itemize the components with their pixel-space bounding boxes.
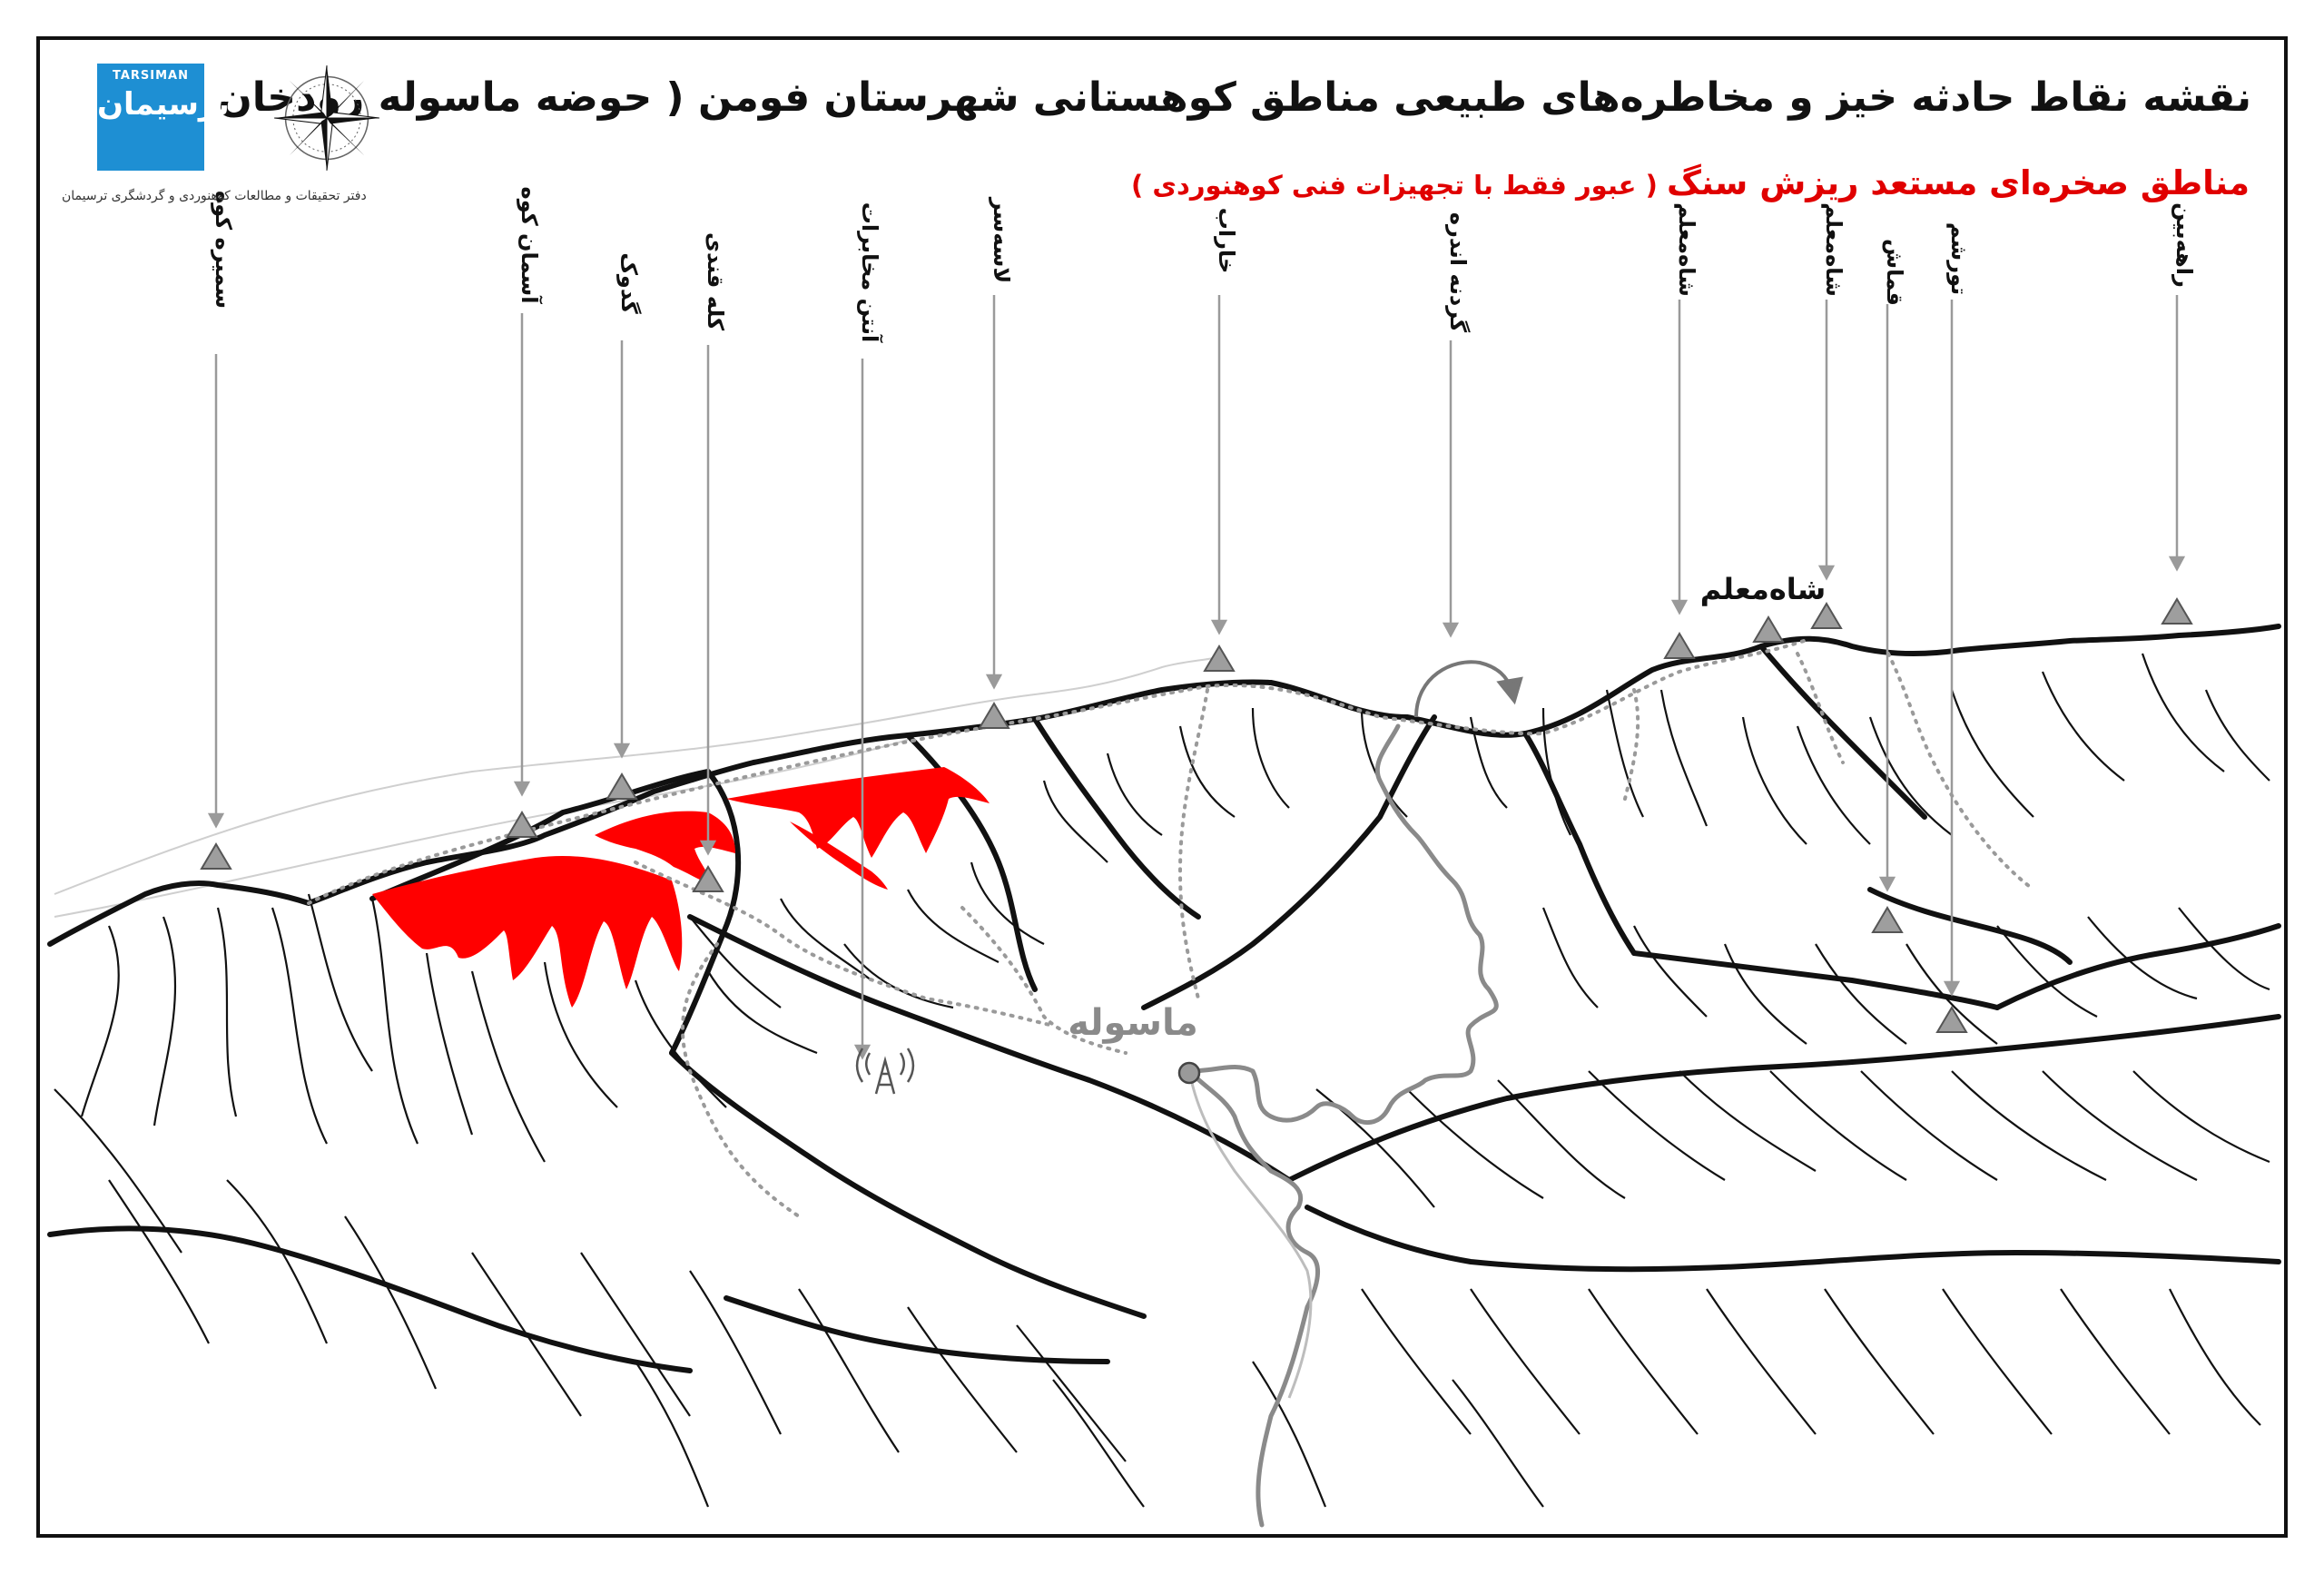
trails	[307, 638, 2035, 1218]
peak-label: آسمان کوه	[517, 187, 543, 305]
peak-triangle-icon	[1752, 615, 1785, 643]
peak-label: قماش	[1882, 239, 1907, 306]
peak-triangle-icon	[692, 865, 724, 892]
peak-markers	[200, 597, 2193, 1033]
winding-road	[1187, 723, 1499, 1528]
logo-brand: TARSIMAN	[112, 69, 189, 83]
slope-lines	[54, 653, 2270, 1508]
peak-label: شاه‌معلم	[1674, 202, 1699, 297]
peak-label: تورشم	[1946, 222, 1972, 295]
turn-arrow-icon	[1414, 660, 1523, 718]
town-dot-icon	[1177, 1061, 1201, 1085]
leader-lines	[207, 295, 2186, 1060]
peak-triangle-icon	[506, 811, 538, 838]
distant-ridges	[54, 654, 1226, 918]
peak-label: گردنه اندره	[1445, 212, 1471, 332]
main-skyline-ridge	[47, 624, 2281, 947]
map-title: نقشه نقاط حادثه خیز و مخاطره‌های طبیعی م…	[185, 74, 2251, 121]
peak-triangle-icon	[1663, 632, 1696, 659]
town-label: ماسوله	[1068, 1002, 1197, 1044]
peak-label: آنتن مخابرات	[857, 202, 883, 343]
logo-name: ترسیمان	[97, 86, 230, 123]
hazard-zone-asman-kuh	[372, 855, 683, 1008]
peak-label: راهه‌بین	[2171, 202, 2197, 288]
peak-triangle-icon	[1935, 1006, 1968, 1033]
hazard-zone-kale-ghandi	[726, 767, 990, 858]
peak-label: کله قندی	[703, 232, 728, 330]
hazard-zone-gaduk	[595, 811, 735, 885]
peak-label: شاه‌معلم	[1821, 202, 1846, 297]
summit-label: شاه‌معلم	[1700, 572, 1826, 606]
peak-label: لاسه‌سر	[989, 197, 1014, 284]
peak-triangle-icon	[1203, 644, 1236, 672]
peak-label: خاراب	[1214, 208, 1239, 273]
main-ridges	[47, 624, 2281, 1373]
hazard-legend: مناطق صخره‌ای مستعد ریزش سنگ ( عبور فقط …	[1131, 163, 2250, 202]
hazard-legend-note: ( عبور فقط با تجهیزات فنی کوهنوردی )	[1131, 170, 1667, 201]
peak-triangle-icon	[1810, 602, 1843, 629]
map-frame	[36, 36, 2288, 1538]
compass-rose-icon	[274, 65, 379, 171]
rockfall-hazard-zones	[372, 767, 990, 1008]
peak-triangle-icon	[1871, 906, 1904, 933]
peak-triangle-icon	[2161, 597, 2193, 625]
tarsiman-logo: TARSIMAN ترسیمان	[97, 64, 230, 171]
logo-caption: دفتر تحقیقات و مطالعات کوهنوردی و گردشگر…	[62, 189, 367, 203]
peak-label: گدوک	[616, 252, 642, 313]
peak-label: سمیره کوه	[211, 191, 236, 309]
peak-triangle-icon	[606, 772, 638, 800]
peak-triangle-icon	[200, 842, 232, 870]
peak-labels: سمیره کوه آسمان کوه گدوک کله قندی آنتن م…	[211, 187, 2197, 343]
antenna-tower-icon	[855, 1048, 915, 1095]
peak-triangle-icon	[978, 702, 1010, 729]
river	[1187, 1070, 1313, 1399]
hazard-legend-main: مناطق صخره‌ای مستعد ریزش سنگ	[1666, 163, 2250, 202]
